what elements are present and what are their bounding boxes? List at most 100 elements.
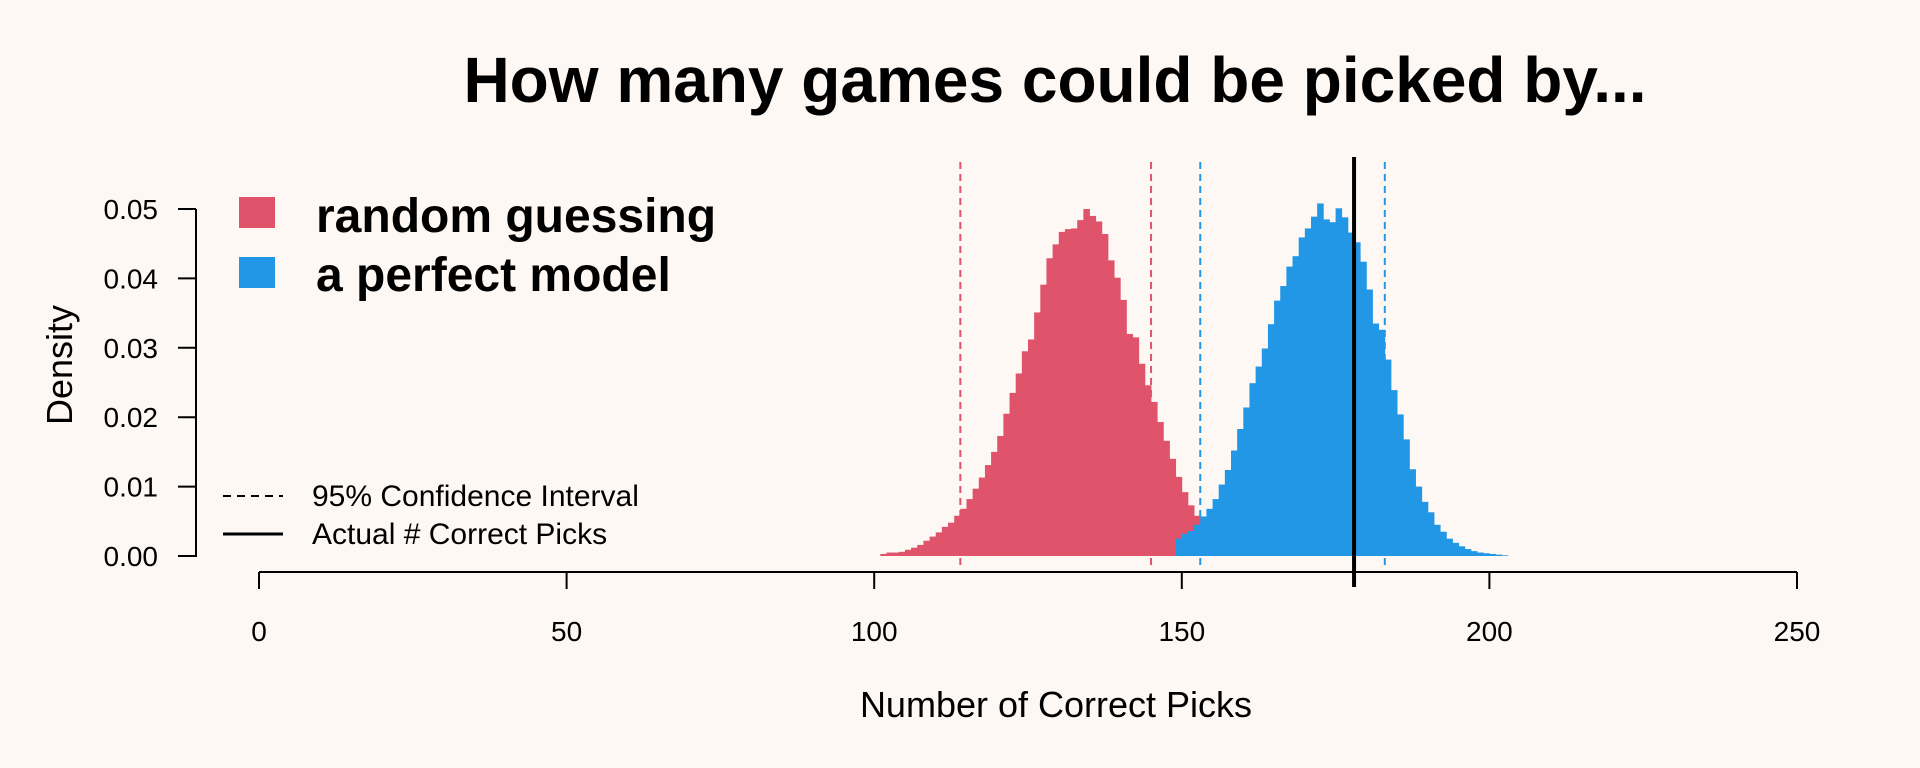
bar-a-perfect-model: [1218, 484, 1226, 556]
bar-a-perfect-model: [1489, 553, 1496, 556]
bar-a-perfect-model: [1286, 266, 1293, 556]
bar-a-perfect-model: [1341, 217, 1349, 556]
bar-a-perfect-model: [1495, 554, 1503, 556]
bar-a-perfect-model: [1243, 407, 1250, 556]
bar-random-guessing: [1077, 220, 1084, 556]
legend-swatch-random-guessing: [239, 197, 275, 228]
bar-a-perfect-model: [1446, 538, 1453, 556]
bar-a-perfect-model: [1477, 552, 1484, 556]
bar-a-perfect-model: [1464, 549, 1472, 556]
bar-a-perfect-model: [1304, 228, 1312, 556]
y-tick-label: 0.04: [104, 263, 159, 294]
bar-random-guessing: [1138, 363, 1146, 556]
x-axis: 0 50 100 150 200 250: [251, 571, 1820, 647]
bar-random-guessing: [978, 477, 986, 556]
bar-a-perfect-model: [1206, 508, 1213, 556]
bar-a-perfect-model: [1267, 324, 1275, 556]
bar-a-perfect-model: [1384, 359, 1392, 556]
bar-random-guessing: [1034, 312, 1041, 556]
bar-random-guessing: [1089, 215, 1097, 556]
bar-random-guessing: [948, 522, 955, 556]
bar-random-guessing: [1101, 233, 1109, 557]
bar-random-guessing: [1064, 229, 1072, 556]
bar-a-perfect-model: [1440, 531, 1447, 556]
bar-a-perfect-model: [1237, 429, 1244, 556]
bar-random-guessing: [1003, 413, 1010, 556]
bar-random-guessing: [929, 536, 937, 556]
bar-a-perfect-model: [1274, 300, 1281, 556]
bar-random-guessing: [904, 549, 912, 556]
bar-random-guessing: [898, 551, 906, 556]
bar-a-perfect-model: [1409, 469, 1416, 556]
legend-label-random-guessing: random guessing: [316, 190, 716, 243]
bar-random-guessing: [1126, 333, 1133, 556]
bar-a-perfect-model: [1347, 232, 1355, 556]
bar-a-perfect-model: [1194, 524, 1201, 556]
bar-random-guessing: [1021, 351, 1029, 556]
bar-a-perfect-model: [1434, 524, 1441, 556]
bar-random-guessing: [941, 526, 949, 556]
bar-a-perfect-model: [1354, 242, 1361, 556]
legend-label-perfect-model: a perfect model: [316, 249, 671, 302]
bar-random-guessing: [1181, 492, 1189, 556]
bar-a-perfect-model: [1249, 383, 1257, 556]
bar-random-guessing: [1040, 284, 1047, 556]
bar-random-guessing: [923, 540, 930, 556]
bar-random-guessing: [1120, 299, 1127, 556]
legend-swatch-perfect-model: [239, 257, 275, 288]
bar-random-guessing: [911, 547, 918, 556]
bar-a-perfect-model: [1317, 203, 1324, 556]
bar-random-guessing: [960, 508, 967, 556]
x-tick-label: 150: [1158, 616, 1205, 647]
bar-a-perfect-model: [1421, 501, 1429, 556]
legend-lines: 95% Confidence Interval Actual # Correct…: [223, 480, 639, 551]
bar-a-perfect-model: [1212, 499, 1220, 556]
bar-random-guessing: [886, 552, 894, 556]
bar-a-perfect-model: [1329, 222, 1336, 556]
bar-a-perfect-model: [1415, 486, 1423, 556]
y-tick-label: 0.00: [104, 541, 159, 572]
bar-random-guessing: [954, 515, 961, 556]
bar-a-perfect-model: [1378, 329, 1386, 556]
bar-random-guessing: [972, 488, 980, 556]
bar-random-guessing: [1175, 476, 1183, 556]
bar-random-guessing: [984, 465, 992, 556]
y-tick-label: 0.05: [104, 194, 159, 225]
y-axis: 0.00 0.01 0.02 0.03 0.04 0.05: [104, 194, 197, 572]
bar-random-guessing: [1157, 422, 1164, 556]
bar-random-guessing: [1114, 277, 1121, 556]
bar-a-perfect-model: [1255, 366, 1263, 556]
bar-random-guessing: [1046, 258, 1054, 556]
bar-random-guessing: [1144, 385, 1152, 556]
bar-a-perfect-model: [1187, 531, 1195, 556]
bar-random-guessing: [1132, 337, 1140, 556]
histogram-bars: [880, 203, 1509, 557]
bar-random-guessing: [1187, 505, 1195, 556]
bar-a-perfect-model: [1427, 512, 1435, 556]
bar-a-perfect-model: [1483, 553, 1490, 556]
x-tick-label: 200: [1466, 616, 1513, 647]
bar-a-perfect-model: [1175, 538, 1183, 556]
bar-random-guessing: [935, 532, 943, 556]
bar-random-guessing: [1052, 244, 1060, 556]
bar-random-guessing: [966, 499, 974, 556]
bar-a-perfect-model: [1372, 323, 1380, 556]
y-tick-label: 0.01: [104, 472, 159, 503]
bar-a-perfect-model: [1501, 555, 1509, 556]
legend-label-actual-correct: Actual # Correct Picks: [312, 518, 607, 551]
bar-random-guessing: [1095, 221, 1103, 557]
bar-random-guessing: [892, 552, 900, 556]
bar-a-perfect-model: [1335, 208, 1343, 556]
bar-random-guessing: [917, 544, 924, 556]
bar-random-guessing: [1151, 401, 1158, 556]
bar-a-perfect-model: [1360, 261, 1367, 556]
x-tick-label: 0: [251, 616, 267, 647]
x-axis-label: Number of Correct Picks: [860, 684, 1252, 725]
bar-a-perfect-model: [1181, 533, 1189, 556]
bar-a-perfect-model: [1292, 256, 1300, 556]
bar-a-perfect-model: [1452, 542, 1460, 556]
y-tick-label: 0.02: [104, 402, 159, 433]
bar-a-perfect-model: [1261, 348, 1269, 556]
legend-series: random guessing a perfect model: [239, 190, 716, 302]
